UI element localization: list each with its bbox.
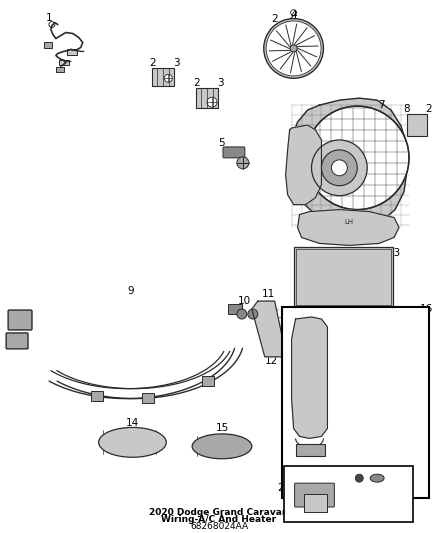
Circle shape <box>291 10 297 15</box>
Text: 13: 13 <box>388 248 401 259</box>
Circle shape <box>266 21 321 76</box>
Text: 14: 14 <box>126 418 139 429</box>
Ellipse shape <box>99 427 166 457</box>
Polygon shape <box>297 209 399 245</box>
Circle shape <box>321 150 357 185</box>
FancyBboxPatch shape <box>228 304 242 314</box>
Text: 7: 7 <box>378 100 385 110</box>
Text: 15: 15 <box>215 423 229 433</box>
Text: LH: LH <box>345 219 354 224</box>
Circle shape <box>332 160 347 176</box>
Text: 2: 2 <box>193 78 199 88</box>
Text: 1: 1 <box>46 13 52 22</box>
Text: 16: 16 <box>420 304 434 314</box>
Circle shape <box>248 309 258 319</box>
Circle shape <box>264 19 323 78</box>
FancyBboxPatch shape <box>293 247 393 307</box>
FancyBboxPatch shape <box>223 147 245 158</box>
Text: 12: 12 <box>265 356 278 366</box>
Text: 2: 2 <box>149 58 155 68</box>
Circle shape <box>164 74 172 82</box>
Polygon shape <box>290 98 407 228</box>
Polygon shape <box>252 301 285 357</box>
Circle shape <box>207 97 217 107</box>
FancyBboxPatch shape <box>196 88 218 108</box>
Text: 6: 6 <box>231 150 237 160</box>
FancyBboxPatch shape <box>59 60 69 66</box>
Text: 18: 18 <box>387 469 399 479</box>
Text: 3: 3 <box>217 78 223 88</box>
Polygon shape <box>286 125 321 205</box>
FancyBboxPatch shape <box>6 333 28 349</box>
Text: 2: 2 <box>426 104 432 114</box>
Polygon shape <box>292 317 328 438</box>
Circle shape <box>311 140 367 196</box>
Circle shape <box>355 474 363 482</box>
FancyBboxPatch shape <box>56 67 64 72</box>
Text: 2020 Dodge Grand Caravan: 2020 Dodge Grand Caravan <box>149 508 289 518</box>
FancyBboxPatch shape <box>295 483 334 507</box>
FancyBboxPatch shape <box>44 43 52 49</box>
Text: Wiring-A/C And Heater: Wiring-A/C And Heater <box>162 515 276 524</box>
FancyBboxPatch shape <box>296 445 325 456</box>
FancyBboxPatch shape <box>407 114 427 136</box>
Ellipse shape <box>192 434 252 459</box>
Text: 21: 21 <box>287 505 300 515</box>
Circle shape <box>237 157 249 169</box>
Text: 8: 8 <box>404 104 410 114</box>
FancyBboxPatch shape <box>152 68 174 86</box>
Text: 68268024AA: 68268024AA <box>190 522 248 531</box>
Text: 17: 17 <box>367 449 381 459</box>
Circle shape <box>49 21 55 28</box>
Bar <box>282 307 429 498</box>
Circle shape <box>237 309 247 319</box>
Text: 9: 9 <box>127 286 134 296</box>
Text: 3: 3 <box>173 58 180 68</box>
FancyBboxPatch shape <box>8 310 32 330</box>
Text: 19: 19 <box>319 469 332 479</box>
Text: 2: 2 <box>272 14 278 23</box>
Text: 4: 4 <box>290 10 297 20</box>
FancyBboxPatch shape <box>202 376 214 386</box>
FancyBboxPatch shape <box>141 393 154 403</box>
Circle shape <box>290 45 297 52</box>
Text: 10: 10 <box>238 296 251 306</box>
FancyBboxPatch shape <box>91 391 102 401</box>
Text: 11: 11 <box>262 289 276 299</box>
Ellipse shape <box>370 474 384 482</box>
FancyBboxPatch shape <box>67 50 77 55</box>
Bar <box>284 466 413 522</box>
Circle shape <box>306 106 409 209</box>
FancyBboxPatch shape <box>304 494 328 512</box>
Text: 20: 20 <box>277 483 290 493</box>
Text: 5: 5 <box>219 138 225 148</box>
